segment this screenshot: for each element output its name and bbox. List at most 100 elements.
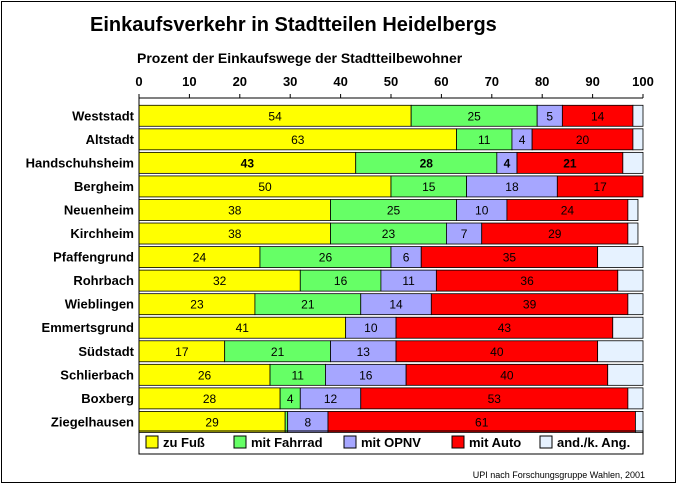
- bar-value-label: 39: [523, 298, 537, 312]
- legend-swatch: [145, 435, 159, 449]
- bar-value-label: 4: [519, 133, 526, 147]
- bar-segment: [635, 411, 644, 433]
- bar-value-label: 4: [287, 392, 294, 406]
- bar-segment: [627, 199, 639, 221]
- x-tick-label: 30: [283, 74, 297, 89]
- bar-value-label: 29: [548, 227, 562, 241]
- x-tick-label: 90: [585, 74, 599, 89]
- bar-value-label: 53: [488, 392, 502, 406]
- legend-swatch: [343, 435, 357, 449]
- bar-value-label: 4: [504, 156, 511, 170]
- category-label: Emmertsgrund: [42, 320, 135, 335]
- bar-segment: [627, 387, 644, 410]
- legend-swatch: [451, 435, 465, 449]
- bar-segment: [607, 363, 644, 386]
- category-label: Weststadt: [72, 108, 135, 123]
- legend-swatch: [539, 435, 553, 449]
- bar-value-label: 10: [364, 321, 378, 335]
- x-tick-label: 50: [384, 74, 398, 89]
- category-label: Wieblingen: [65, 297, 134, 312]
- x-tick-label: 40: [333, 74, 347, 89]
- bar-value-label: 25: [387, 203, 401, 217]
- bar-value-label: 5: [546, 109, 553, 123]
- bar-value-label: 54: [268, 109, 282, 123]
- bar-segment: [617, 269, 644, 292]
- bar-value-label: 43: [241, 156, 255, 170]
- bar-value-label: 16: [359, 368, 373, 382]
- bar-value-label: 29: [205, 415, 219, 429]
- x-tick-label: 60: [434, 74, 448, 89]
- bar-value-label: 11: [292, 368, 305, 382]
- bar-value-label: 38: [228, 227, 242, 241]
- bar-value-label: 21: [301, 298, 315, 312]
- bar-value-label: 25: [467, 109, 481, 123]
- bar-value-label: 8: [304, 415, 311, 429]
- bar-segment: [612, 316, 644, 339]
- x-axis-title: Prozent der Einkaufswege der Stadtteilbe…: [137, 50, 463, 66]
- bar-value-label: 35: [503, 251, 517, 265]
- bar-segment: [622, 151, 644, 174]
- bar-value-label: 61: [475, 415, 489, 429]
- bar-segment: [632, 128, 644, 151]
- bar-value-label: 18: [505, 180, 519, 194]
- bar-value-label: 23: [190, 298, 204, 312]
- bar-value-label: 17: [175, 345, 189, 359]
- bar-value-label: 26: [198, 368, 212, 382]
- source-note: UPI nach Forschungsgruppe Wahlen, 2001: [472, 470, 645, 480]
- bar-value-label: 11: [478, 133, 491, 147]
- bar-value-label: 63: [291, 133, 305, 147]
- category-label: Altstadt: [86, 132, 135, 147]
- bar-value-label: 43: [498, 321, 512, 335]
- bar-value-label: 23: [382, 227, 396, 241]
- bar-value-label: 38: [228, 203, 242, 217]
- bar-segment: [627, 293, 644, 316]
- legend-swatch: [233, 435, 247, 449]
- x-tick-label: 80: [535, 74, 549, 89]
- bar-segment: [597, 340, 644, 363]
- x-tick-label: 0: [135, 74, 142, 89]
- bar-value-label: 14: [591, 109, 605, 123]
- bar-value-label: 24: [561, 203, 575, 217]
- bar-segment: [597, 246, 644, 268]
- chart-title: Einkaufsverkehr in Stadtteilen Heidelber…: [90, 14, 497, 36]
- bar-value-label: 28: [420, 156, 434, 170]
- category-label: Neuenheim: [64, 202, 134, 217]
- bar-value-label: 17: [593, 180, 607, 194]
- category-label: Handschuhsheim: [26, 155, 134, 170]
- bar-value-label: 26: [319, 251, 333, 265]
- bar-value-label: 32: [213, 274, 227, 288]
- category-label: Kirchheim: [70, 226, 134, 241]
- x-tick-label: 20: [233, 74, 247, 89]
- bar-value-label: 7: [461, 227, 468, 241]
- legend-label: mit Fahrrad: [251, 435, 323, 450]
- bar-value-label: 14: [389, 298, 403, 312]
- legend-box: [138, 430, 644, 455]
- bar-value-label: 20: [576, 133, 590, 147]
- legend-label: zu Fuß: [163, 435, 205, 450]
- category-label: Boxberg: [81, 391, 134, 406]
- bar-segment: [556, 175, 644, 198]
- x-tick-label: 100: [632, 74, 654, 89]
- bar-value-label: 21: [563, 156, 577, 170]
- bar-value-label: 50: [258, 180, 272, 194]
- category-label: Schlierbach: [60, 367, 134, 382]
- bar-value-label: 36: [520, 274, 534, 288]
- bar-value-label: 16: [334, 274, 348, 288]
- bar-value-label: 28: [203, 392, 217, 406]
- bar-value-label: 12: [324, 392, 338, 406]
- legend-label: mit Auto: [469, 435, 521, 450]
- bar-value-label: 24: [193, 251, 207, 265]
- x-tick-label: 10: [182, 74, 196, 89]
- category-label: Ziegelhausen: [51, 414, 134, 429]
- category-label: Südstadt: [78, 344, 134, 359]
- legend-label: mit OPNV: [361, 435, 421, 450]
- bar-value-label: 6: [403, 251, 410, 265]
- category-label: Rohrbach: [73, 273, 134, 288]
- bar-value-label: 10: [475, 203, 489, 217]
- bar-segment: [627, 222, 639, 245]
- bar-value-label: 11: [402, 274, 415, 288]
- category-label: Bergheim: [74, 179, 134, 194]
- legend-label: and./k. Ang.: [557, 435, 630, 450]
- category-label: Pfaffengrund: [53, 250, 134, 265]
